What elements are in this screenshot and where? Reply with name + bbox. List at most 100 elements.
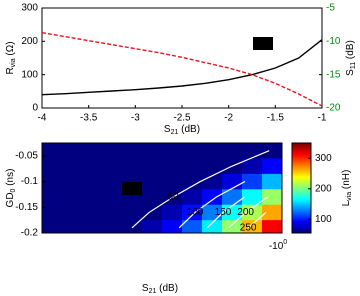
heat-cell [62, 220, 83, 233]
colorbar-cell [292, 212, 311, 214]
heat-cell [62, 143, 83, 159]
x-tick-label: -100 [269, 239, 287, 252]
annotation: (a) [257, 39, 269, 50]
heat-cell [82, 173, 103, 190]
colorbar-cell [292, 180, 311, 182]
colorbar-cell [292, 201, 311, 203]
colorbar-cell [292, 207, 311, 209]
heat-cell [242, 158, 263, 175]
colorbar-cell [292, 194, 311, 196]
heat-cell [82, 220, 103, 233]
heat-cell [42, 143, 63, 159]
colorbar-cell [292, 166, 311, 168]
colorbar-cell [292, 203, 311, 205]
heat-cell [142, 173, 163, 190]
y-tick-label: 300 [21, 3, 38, 14]
colorbar-cell [292, 230, 311, 232]
heat-cell [42, 173, 63, 190]
colorbar-label-part: via [346, 192, 353, 201]
heat-cell [122, 158, 143, 175]
y-tick-label: 0 [32, 103, 38, 114]
colorbar-cell [292, 227, 311, 229]
colorbar-cell [292, 149, 311, 151]
y-axis-label-part: R [5, 67, 16, 74]
heat-cell [122, 204, 143, 221]
heat-cell [222, 189, 243, 206]
colorbar-cell [292, 213, 311, 215]
colorbar-cell [292, 209, 311, 211]
contour-label: 250 [240, 222, 257, 233]
x-axis-label-part: (dB) [178, 124, 200, 135]
colorbar-cell [292, 228, 311, 230]
y2-axis-label: S11 (dB) [345, 40, 357, 76]
heat-cell [122, 143, 143, 159]
colorbar-cell [292, 183, 311, 185]
heat-cell [142, 189, 163, 206]
series-line [41, 31, 323, 107]
colorbar-cell [292, 217, 311, 219]
heat-cell [202, 143, 223, 159]
colorbar-cell [292, 181, 311, 183]
y2-tick-label: -5 [326, 3, 335, 14]
x-axis-label-part: (dB) [156, 283, 178, 294]
colorbar-cell [292, 168, 311, 170]
colorbar-cell [292, 171, 311, 173]
heat-cell [142, 143, 163, 159]
colorbar-cell [292, 158, 311, 160]
heat-cell [42, 158, 63, 175]
colorbar-cell [292, 231, 311, 233]
plot-area [41, 142, 283, 234]
heat-cell [102, 204, 123, 221]
colorbar-cell [292, 179, 311, 181]
colorbar-cell [292, 154, 311, 156]
colorbar-frame [291, 142, 312, 234]
heat-cell [82, 143, 103, 159]
x-axis-label-part: S [164, 124, 171, 135]
contour-label: 100 [187, 207, 204, 218]
colorbar-cell [292, 226, 311, 228]
colorbar-cell [292, 216, 311, 218]
contour-label: 50 [168, 192, 180, 203]
heat-cell [82, 204, 103, 221]
x-axis-label-part: 21 [171, 129, 179, 136]
annotation-box [253, 37, 273, 50]
heat-cell [202, 204, 223, 221]
colorbar-cell [292, 167, 311, 169]
heat-cell [242, 220, 263, 233]
heat-cell [202, 220, 223, 233]
heat-cell [42, 189, 63, 206]
heat-cell [162, 220, 183, 233]
colorbar-cell [292, 184, 311, 186]
colorbar-cell [292, 185, 311, 187]
colorbar-cell [292, 163, 311, 165]
heat-cell [222, 204, 243, 221]
y-axis-label-part: 0 [10, 188, 17, 192]
heat-cell [162, 173, 183, 190]
colorbar-cell [292, 220, 311, 222]
heat-cell [182, 158, 203, 175]
x-axis-label-part: S [142, 283, 149, 294]
colorbar-cell [292, 170, 311, 172]
colorbar-cell [292, 192, 311, 194]
x-axis-label: S21 (dB) [142, 283, 178, 295]
y-axis-label-part: (Ω) [5, 41, 16, 58]
colorbar-cell [292, 219, 311, 221]
heat-cell [242, 173, 263, 190]
x-tick-exponent: 0 [283, 239, 287, 246]
x-tick-label: -4 [38, 113, 47, 124]
colorbar-cell [292, 198, 311, 200]
heat-cell [262, 143, 282, 159]
colorbar-cell [292, 211, 311, 213]
colorbar-cell [292, 153, 311, 155]
contour-label: 150 [215, 207, 232, 218]
x-tick-label: -3 [131, 113, 140, 124]
contour-line [178, 181, 246, 229]
colorbar-cell [292, 200, 311, 202]
colorbar-cell [292, 173, 311, 175]
heat-cell [142, 220, 163, 233]
y-axis-label: Rvia (Ω) [5, 41, 17, 74]
heat-cell [102, 189, 123, 206]
colorbar-cell [292, 178, 311, 180]
y-axis-label-part: via [10, 58, 17, 67]
